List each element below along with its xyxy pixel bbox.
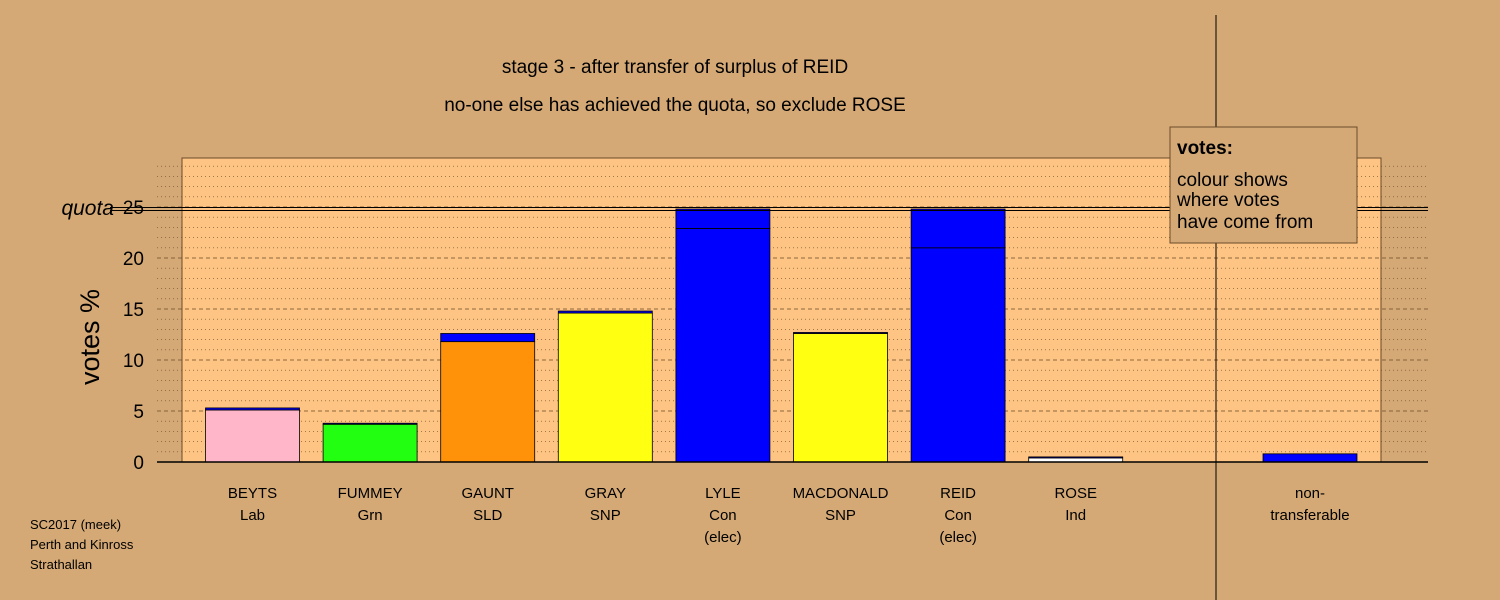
chart-title: stage 3 - after transfer of surplus of R… xyxy=(502,57,848,78)
bar-segment-original xyxy=(440,341,536,463)
y-tick-label: 5 xyxy=(133,402,144,423)
bar-segment-original xyxy=(322,423,418,463)
candidate-party: Grn xyxy=(358,507,383,524)
y-tick-label: 10 xyxy=(123,351,144,372)
footer-line-2: Perth and Kinross xyxy=(30,537,134,552)
y-tick-label: 20 xyxy=(123,249,144,270)
bar-segment-transferred xyxy=(205,407,300,411)
bar-segment-original xyxy=(205,409,300,463)
y-tick-label: 0 xyxy=(133,453,144,474)
footer-line-1: SC2017 (meek) xyxy=(30,517,121,532)
candidate-party: SLD xyxy=(473,507,502,524)
candidate-status: (elec) xyxy=(704,529,742,546)
candidate-name: GRAY xyxy=(585,485,626,502)
chart-subtitle: no-one else has achieved the quota, so e… xyxy=(444,95,906,116)
y-ticks: 0 5 10 15 20 25 xyxy=(123,198,144,474)
candidate-party: Lab xyxy=(240,507,265,524)
legend-line-3: have come from xyxy=(1177,212,1313,233)
candidate-party: SNP xyxy=(825,507,856,524)
bars xyxy=(205,208,1358,463)
y-axis-label: votes % xyxy=(75,289,105,385)
category-labels: BEYTS Lab FUMMEY Grn GAUNT SLD GRAY SNP LYLE Con (… xyxy=(228,485,1350,546)
bar-segment-original xyxy=(793,333,888,463)
bar-segment-transferred xyxy=(557,310,653,314)
bar-segment-original xyxy=(910,247,1006,463)
candidate-party: Con xyxy=(709,507,737,524)
candidate-name: ROSE xyxy=(1054,485,1097,502)
y-tick-label: 15 xyxy=(123,300,144,321)
candidate-party: Ind xyxy=(1065,507,1086,524)
candidate-party: Con xyxy=(944,507,972,524)
legend: votes: colour shows where votes have com… xyxy=(1169,126,1358,244)
candidate-name: MACDONALD xyxy=(793,485,889,502)
bar-nontransferable xyxy=(1262,453,1358,463)
legend-line-2: where votes xyxy=(1176,190,1279,211)
bar-segment-transferred xyxy=(1028,456,1124,459)
legend-box xyxy=(1169,126,1358,244)
bar-segment-transferred xyxy=(322,422,418,425)
bar-segment-transferred xyxy=(675,208,771,229)
bar-segment-original xyxy=(675,228,771,463)
bar-segment-original xyxy=(557,312,653,463)
candidate-status: (elec) xyxy=(939,529,977,546)
candidate-name: FUMMEY xyxy=(338,485,403,502)
bar-segment-transferred xyxy=(440,333,536,343)
bar-segment-transferred xyxy=(793,332,888,334)
candidate-party: SNP xyxy=(590,507,621,524)
bar-segment-transferred xyxy=(910,208,1006,249)
footer-line-3: Strathallan xyxy=(30,557,92,572)
candidate-name: LYLE xyxy=(705,485,741,502)
nontransferable-label: non- xyxy=(1295,485,1325,502)
quota-label: quota xyxy=(61,197,114,220)
candidate-name: REID xyxy=(940,485,976,502)
candidate-name: BEYTS xyxy=(228,485,277,502)
candidate-name: GAUNT xyxy=(461,485,514,502)
y-tick-label: 25 xyxy=(123,198,144,219)
legend-title: votes: xyxy=(1177,138,1233,159)
nontransferable-label: transferable xyxy=(1270,507,1349,524)
legend-line-1: colour shows xyxy=(1177,170,1288,191)
